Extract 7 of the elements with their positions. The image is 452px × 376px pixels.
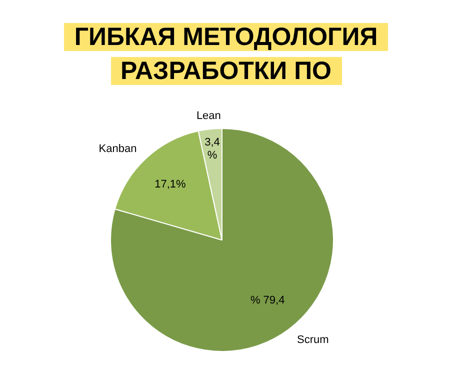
slice-label: Scrum bbox=[297, 334, 329, 346]
data-label: 3,4 % bbox=[204, 136, 220, 162]
data-label: 17,1% bbox=[154, 178, 186, 191]
data-label: % 79,4 bbox=[250, 294, 285, 307]
slice-label: Lean bbox=[196, 110, 221, 122]
chart-title: ГИБКАЯ МЕТОДОЛОГИЯ РАЗРАБОТКИ ПО bbox=[73, 23, 379, 85]
slice-label: Kanban bbox=[98, 142, 137, 155]
